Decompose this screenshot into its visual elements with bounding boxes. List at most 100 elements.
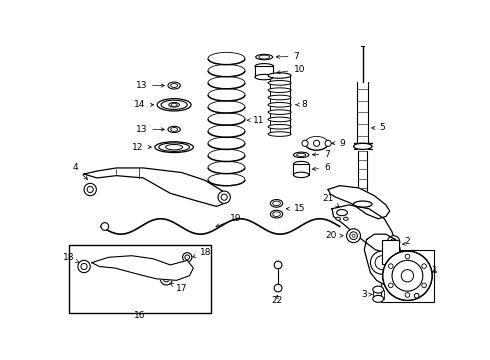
Text: 20: 20 — [325, 231, 343, 240]
Text: 13: 13 — [136, 125, 165, 134]
Ellipse shape — [270, 210, 283, 218]
Circle shape — [221, 194, 227, 200]
Circle shape — [350, 232, 357, 239]
Ellipse shape — [166, 144, 183, 150]
Text: 2: 2 — [405, 237, 410, 246]
Circle shape — [389, 283, 393, 288]
Circle shape — [101, 222, 109, 230]
Circle shape — [218, 191, 230, 203]
Ellipse shape — [354, 201, 372, 207]
Ellipse shape — [256, 54, 273, 60]
Ellipse shape — [168, 82, 180, 89]
Text: 21: 21 — [322, 194, 339, 207]
Ellipse shape — [255, 64, 273, 69]
Text: 13: 13 — [136, 81, 165, 90]
Ellipse shape — [169, 103, 179, 107]
Bar — [382, 239, 399, 264]
Ellipse shape — [171, 84, 177, 87]
Ellipse shape — [296, 153, 306, 156]
Ellipse shape — [343, 217, 348, 220]
Ellipse shape — [294, 152, 309, 158]
Circle shape — [389, 264, 393, 269]
Ellipse shape — [159, 143, 190, 152]
Ellipse shape — [268, 103, 291, 107]
Circle shape — [78, 260, 90, 273]
Circle shape — [405, 254, 410, 259]
Text: 7: 7 — [276, 52, 299, 61]
Text: 19: 19 — [216, 214, 242, 227]
Circle shape — [302, 140, 308, 147]
Ellipse shape — [255, 75, 273, 80]
Ellipse shape — [373, 286, 384, 293]
Circle shape — [383, 251, 432, 300]
Circle shape — [422, 264, 426, 269]
Text: 9: 9 — [332, 139, 345, 148]
Ellipse shape — [259, 55, 270, 59]
Text: 6: 6 — [313, 163, 330, 172]
Ellipse shape — [272, 212, 280, 216]
Circle shape — [81, 264, 87, 270]
Ellipse shape — [168, 126, 180, 132]
Ellipse shape — [268, 117, 291, 122]
Circle shape — [392, 260, 423, 291]
Circle shape — [183, 253, 192, 262]
Circle shape — [163, 276, 170, 282]
Circle shape — [391, 239, 397, 245]
Text: 16: 16 — [134, 311, 145, 320]
Ellipse shape — [336, 217, 341, 220]
Circle shape — [352, 234, 355, 237]
Ellipse shape — [171, 127, 177, 131]
Circle shape — [405, 254, 410, 259]
Text: 11: 11 — [247, 116, 265, 125]
Circle shape — [389, 283, 393, 288]
Text: 17: 17 — [170, 283, 188, 293]
Ellipse shape — [155, 142, 194, 153]
Ellipse shape — [268, 95, 291, 100]
Ellipse shape — [161, 100, 187, 109]
Circle shape — [274, 284, 282, 292]
Bar — [69, 245, 211, 313]
Circle shape — [401, 270, 414, 282]
Circle shape — [325, 140, 331, 147]
Ellipse shape — [268, 125, 291, 129]
Circle shape — [422, 264, 426, 269]
Circle shape — [160, 273, 172, 285]
Circle shape — [389, 264, 393, 269]
Circle shape — [370, 251, 393, 274]
Circle shape — [87, 186, 93, 193]
Ellipse shape — [337, 210, 347, 216]
Ellipse shape — [354, 143, 372, 149]
Ellipse shape — [268, 132, 291, 136]
Circle shape — [415, 293, 419, 298]
Text: 8: 8 — [295, 100, 307, 109]
Ellipse shape — [373, 295, 384, 302]
Ellipse shape — [171, 103, 177, 106]
Text: 12: 12 — [132, 143, 151, 152]
Polygon shape — [332, 205, 395, 253]
Ellipse shape — [294, 161, 309, 167]
Circle shape — [274, 261, 282, 269]
Text: 18: 18 — [193, 248, 211, 257]
Text: 5: 5 — [372, 123, 386, 132]
Circle shape — [405, 293, 410, 297]
Circle shape — [84, 183, 97, 195]
Circle shape — [346, 229, 361, 243]
Circle shape — [314, 140, 319, 147]
Text: 4: 4 — [72, 163, 88, 179]
Text: 10: 10 — [277, 65, 305, 74]
Polygon shape — [365, 234, 401, 286]
Polygon shape — [84, 168, 228, 206]
Ellipse shape — [268, 81, 291, 85]
Circle shape — [422, 283, 426, 288]
Circle shape — [388, 236, 400, 248]
Bar — [255, 66, 273, 77]
Text: 14: 14 — [134, 100, 154, 109]
Text: 15: 15 — [286, 204, 305, 213]
Ellipse shape — [268, 88, 291, 93]
Polygon shape — [92, 256, 194, 280]
Circle shape — [185, 255, 190, 260]
Text: 3: 3 — [361, 291, 372, 300]
Circle shape — [375, 256, 389, 270]
Circle shape — [401, 270, 414, 282]
Circle shape — [405, 293, 410, 297]
